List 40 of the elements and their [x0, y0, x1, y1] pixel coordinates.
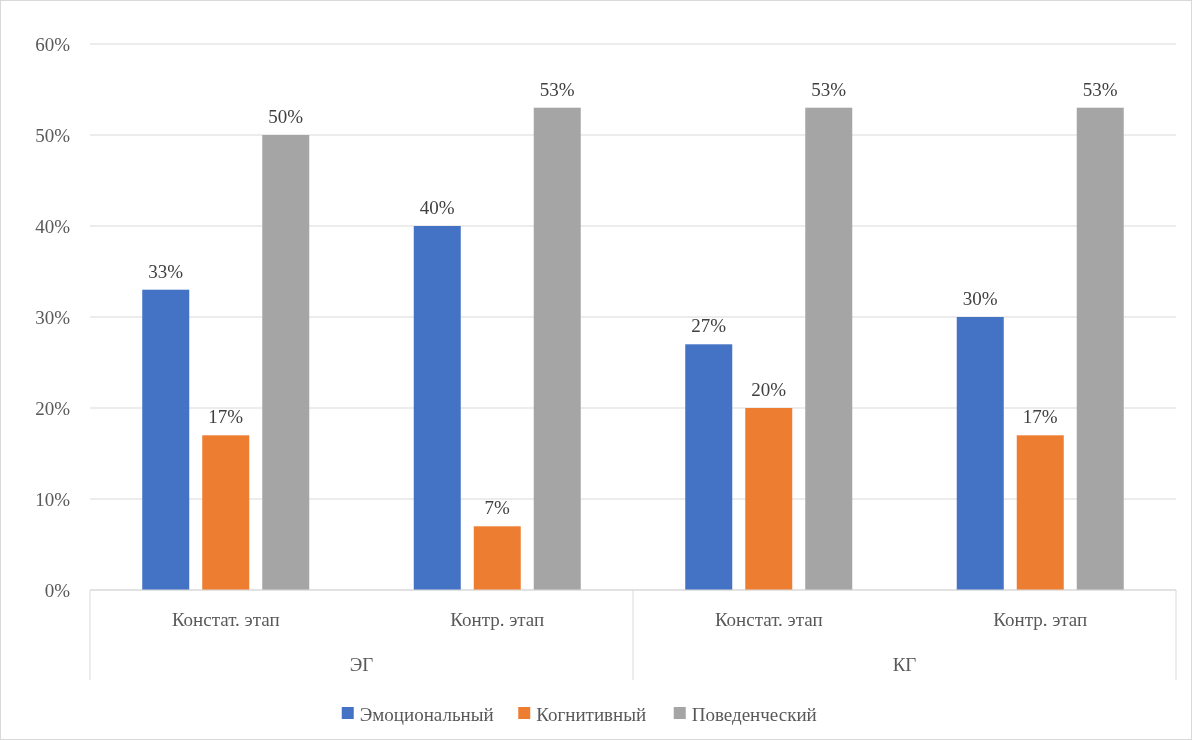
bar — [805, 107, 853, 590]
text: КГ — [892, 654, 917, 675]
y-tick-label: 60% — [35, 33, 71, 55]
data-label: 33% — [148, 260, 184, 282]
y-tick-label: 50% — [35, 124, 71, 146]
data-label: 40% — [419, 197, 455, 218]
x-tick-label: Констат. этап — [171, 609, 280, 630]
data-label: 17% — [1022, 406, 1058, 428]
data-label: 53% — [539, 78, 575, 100]
x-tick-label: Констат. этап — [714, 609, 823, 630]
bar — [473, 526, 521, 590]
data-label: 53% — [811, 78, 847, 100]
y-tick-label: 0% — [44, 579, 71, 601]
y-tick-label: 10% — [35, 488, 71, 510]
legend-label: Когнитивный — [536, 703, 647, 725]
y-tick-label: 30% — [35, 306, 71, 328]
bar — [956, 317, 1004, 590]
data-label: 27% — [691, 315, 727, 337]
data-label: 7% — [484, 497, 511, 519]
bar — [413, 226, 461, 590]
bar — [745, 408, 793, 590]
data-label: 20% — [751, 379, 787, 400]
data-label: 17% — [208, 406, 244, 428]
bar — [202, 435, 250, 590]
legend-label: Эмоциональный — [359, 703, 494, 725]
bar — [1076, 107, 1124, 590]
bar — [262, 135, 310, 590]
text: ЭГ — [349, 654, 374, 675]
bar — [533, 107, 581, 590]
data-label: 50% — [268, 106, 304, 127]
x-tick-label: Контр. этап — [993, 609, 1088, 630]
y-tick-label: 20% — [35, 397, 71, 419]
x-tick-label: Контр. этап — [450, 609, 545, 630]
bar — [142, 289, 190, 590]
legend-label: Поведенческий — [691, 703, 817, 725]
bar — [1016, 435, 1064, 590]
y-tick-label: 40% — [35, 215, 71, 237]
data-label: 53% — [1082, 78, 1118, 100]
bar — [685, 344, 733, 590]
data-label: 30% — [962, 288, 998, 309]
